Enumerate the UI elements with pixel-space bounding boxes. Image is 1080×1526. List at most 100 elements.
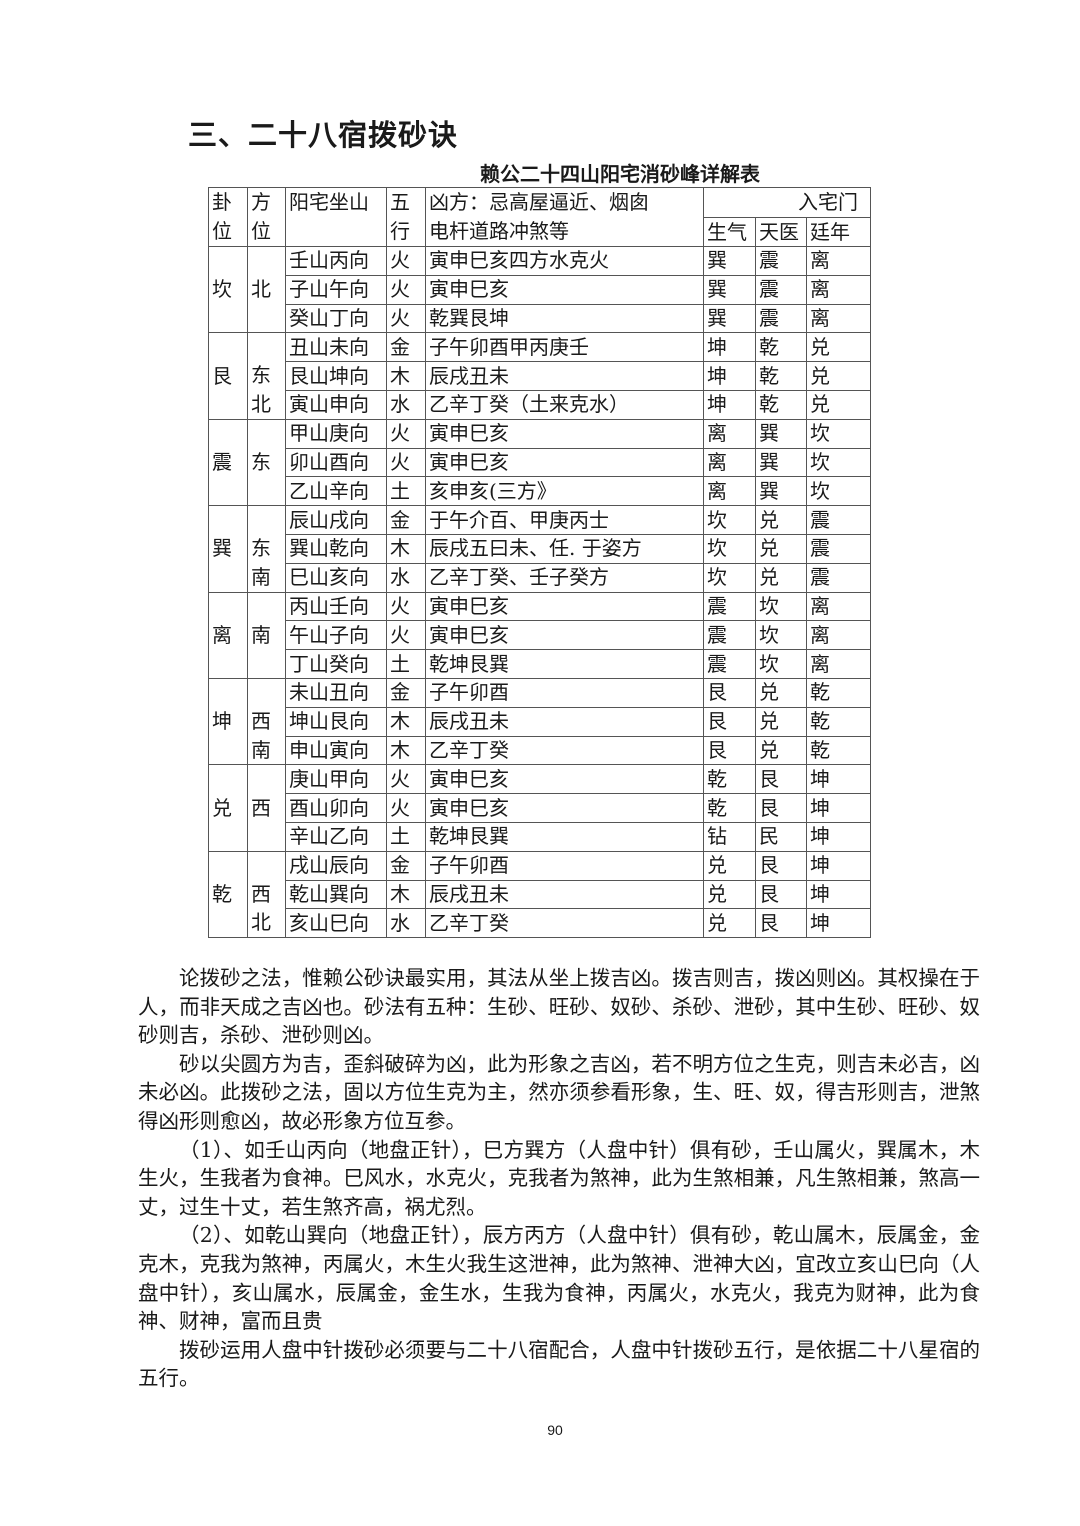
element-cell: 金 [386,505,426,535]
mountain-cell: 丙山壬向 [285,591,387,622]
mountain-cell: 戌山辰向 [285,850,387,881]
shengqi-cell: 兑 [703,850,756,881]
shengqi-cell: 坎 [703,562,756,593]
bad-direction-cell: 寅申巳亥 [425,447,704,478]
section-title: 三、二十八宿拨砂诀 [188,118,459,152]
mountain-cell: 酉山卯向 [285,793,387,823]
yannian-cell: 离 [805,620,872,651]
element-cell: 金 [386,332,426,363]
bad-direction-cell: 乾巽艮坤 [425,303,704,334]
element-cell: 土 [386,476,426,507]
bad-direction-cell: 乙辛丁癸 [425,908,704,939]
shengqi-cell: 艮 [703,706,756,737]
header-row: 卦位 方位 阳宅坐山 五行 凶方：忌高屋逼近、烟囱电杆道路冲煞等 入宅门 [208,187,872,247]
shengqi-cell: 乾 [703,764,756,795]
element-cell: 火 [386,246,426,276]
gua-cell: 离 [208,591,248,679]
yannian-cell: 坎 [805,476,872,507]
tianyi-cell: 民 [755,821,807,852]
tianyi-cell: 艮 [755,879,807,910]
table-row: 巳山亥向水乙辛丁癸、壬子癸方坎兑震 [209,562,872,593]
element-cell: 火 [386,591,426,622]
mountain-cell: 辛山乙向 [285,821,387,852]
yannian-cell: 兑 [805,389,872,420]
shengqi-cell: 兑 [703,879,756,910]
header-element: 五行 [386,187,426,247]
table-row: 坤西南 未山丑向金子午卯酉艮兑乾 [208,677,872,766]
shengqi-cell: 震 [703,591,756,622]
yannian-cell: 震 [805,562,872,593]
table-row: 午山子向火寅申巳亥震坎离 [209,620,872,651]
bad-direction-cell: 寅申巳亥 [425,793,704,823]
table-row: 酉山卯向火寅申巳亥乾艮坤 [209,793,872,823]
tianyi-cell: 坎 [755,591,807,622]
mountain-cell: 壬山丙向 [285,246,387,276]
mountain-cell: 丁山癸向 [285,649,387,679]
bad-direction-cell: 亥申亥(三方》 [425,476,704,507]
tianyi-cell: 乾 [755,332,807,363]
element-cell: 木 [386,361,426,391]
bad-direction-cell: 寅申巳亥 [425,764,704,795]
header-bad-direction: 凶方：忌高屋逼近、烟囱电杆道路冲煞等 [425,187,704,247]
shengqi-cell: 离 [703,418,756,449]
mountain-cell: 辰山戌向 [285,505,387,535]
table-row: 艮山坤向木辰戌丑未坤乾兑 [209,361,872,391]
bad-direction-cell: 辰戌丑未 [425,361,704,391]
mountain-cell: 坤山艮向 [285,706,387,737]
sand-peak-table: 卦位 方位 阳宅坐山 五行 凶方：忌高屋逼近、烟囱电杆道路冲煞等 入宅门 生气 … [208,187,872,939]
header-gate: 入宅门 [702,187,872,218]
shengqi-cell: 震 [703,620,756,651]
tianyi-cell: 坎 [755,620,807,651]
table-row: 兑西庚山甲向火寅申巳亥乾艮坤 [208,764,872,852]
yannian-cell: 坤 [805,850,872,881]
element-cell: 火 [386,793,426,823]
table-row: 辛山乙向土乾坤艮巽钻民坤 [209,821,872,852]
tianyi-cell: 震 [755,303,807,334]
direction-cell: 东 [247,418,286,507]
table-row: 申山寅向木乙辛丁癸艮兑乾 [209,735,872,766]
tianyi-cell: 震 [755,274,807,305]
shengqi-cell: 钻 [703,821,756,852]
element-cell: 土 [386,649,426,679]
bad-direction-cell: 子午卯酉甲丙庚壬 [425,332,704,363]
mountain-cell: 卯山酉向 [285,447,387,478]
shengqi-cell: 兑 [703,908,756,939]
table-row: 坤山艮向木辰戌丑未艮兑乾 [209,706,872,737]
element-cell: 火 [386,303,426,334]
mountain-cell: 午山子向 [285,620,387,651]
shengqi-cell: 坤 [703,389,756,420]
table-row: 乾山巽向木辰戌丑未兑艮坤 [209,879,872,910]
shengqi-cell: 巽 [703,246,756,276]
element-cell: 火 [386,447,426,478]
yannian-cell: 坤 [805,879,872,910]
yannian-cell: 乾 [805,735,872,766]
element-cell: 土 [386,821,426,852]
table-row: 寅山申向水乙辛丁癸（土来克水）坤乾兑 [209,389,872,420]
direction-cell: 西北 [247,850,286,939]
bad-direction-cell: 寅申巳亥 [425,418,704,449]
direction-cell: 西南 [247,677,286,766]
shengqi-cell: 震 [703,649,756,679]
tianyi-cell: 艮 [755,764,807,795]
gua-cell: 兑 [208,764,248,852]
table-row: 丁山癸向土乾坤艮巽震坎离 [209,649,872,679]
tianyi-cell: 兑 [755,505,807,535]
bad-direction-cell: 寅申巳亥 [425,620,704,651]
table-row: 癸山丁向火乾巽艮坤巽震离 [209,303,872,334]
header-subrow: 生气 天医 廷年 [209,217,872,247]
tianyi-cell: 巽 [755,418,807,449]
paragraph: 砂以尖圆方为吉，歪斜破碎为凶，此为形象之吉凶，若不明方位之生克，则吉未必吉，凶未… [138,1051,980,1133]
paragraph-example-2: （2）、如乾山巽向（地盘正针），辰方丙方（人盘中针）俱有砂，乾山属木，辰属金，金… [138,1223,980,1334]
tianyi-cell: 艮 [755,908,807,939]
table-row: 艮东北 丑山未向金子午卯酉甲丙庚壬坤乾兑 [208,332,872,420]
yannian-cell: 乾 [805,706,872,737]
yannian-cell: 坤 [805,821,872,852]
mountain-cell: 申山寅向 [285,735,387,766]
tianyi-cell: 艮 [755,793,807,823]
shengqi-cell: 离 [703,447,756,478]
table-row: 坎北壬山丙向火寅申巳亥四方水克火巽震离 [208,245,872,334]
header-tianyi: 天医 [755,217,807,247]
shengqi-cell: 艮 [703,735,756,766]
element-cell: 火 [386,274,426,305]
yannian-cell: 震 [805,505,872,535]
